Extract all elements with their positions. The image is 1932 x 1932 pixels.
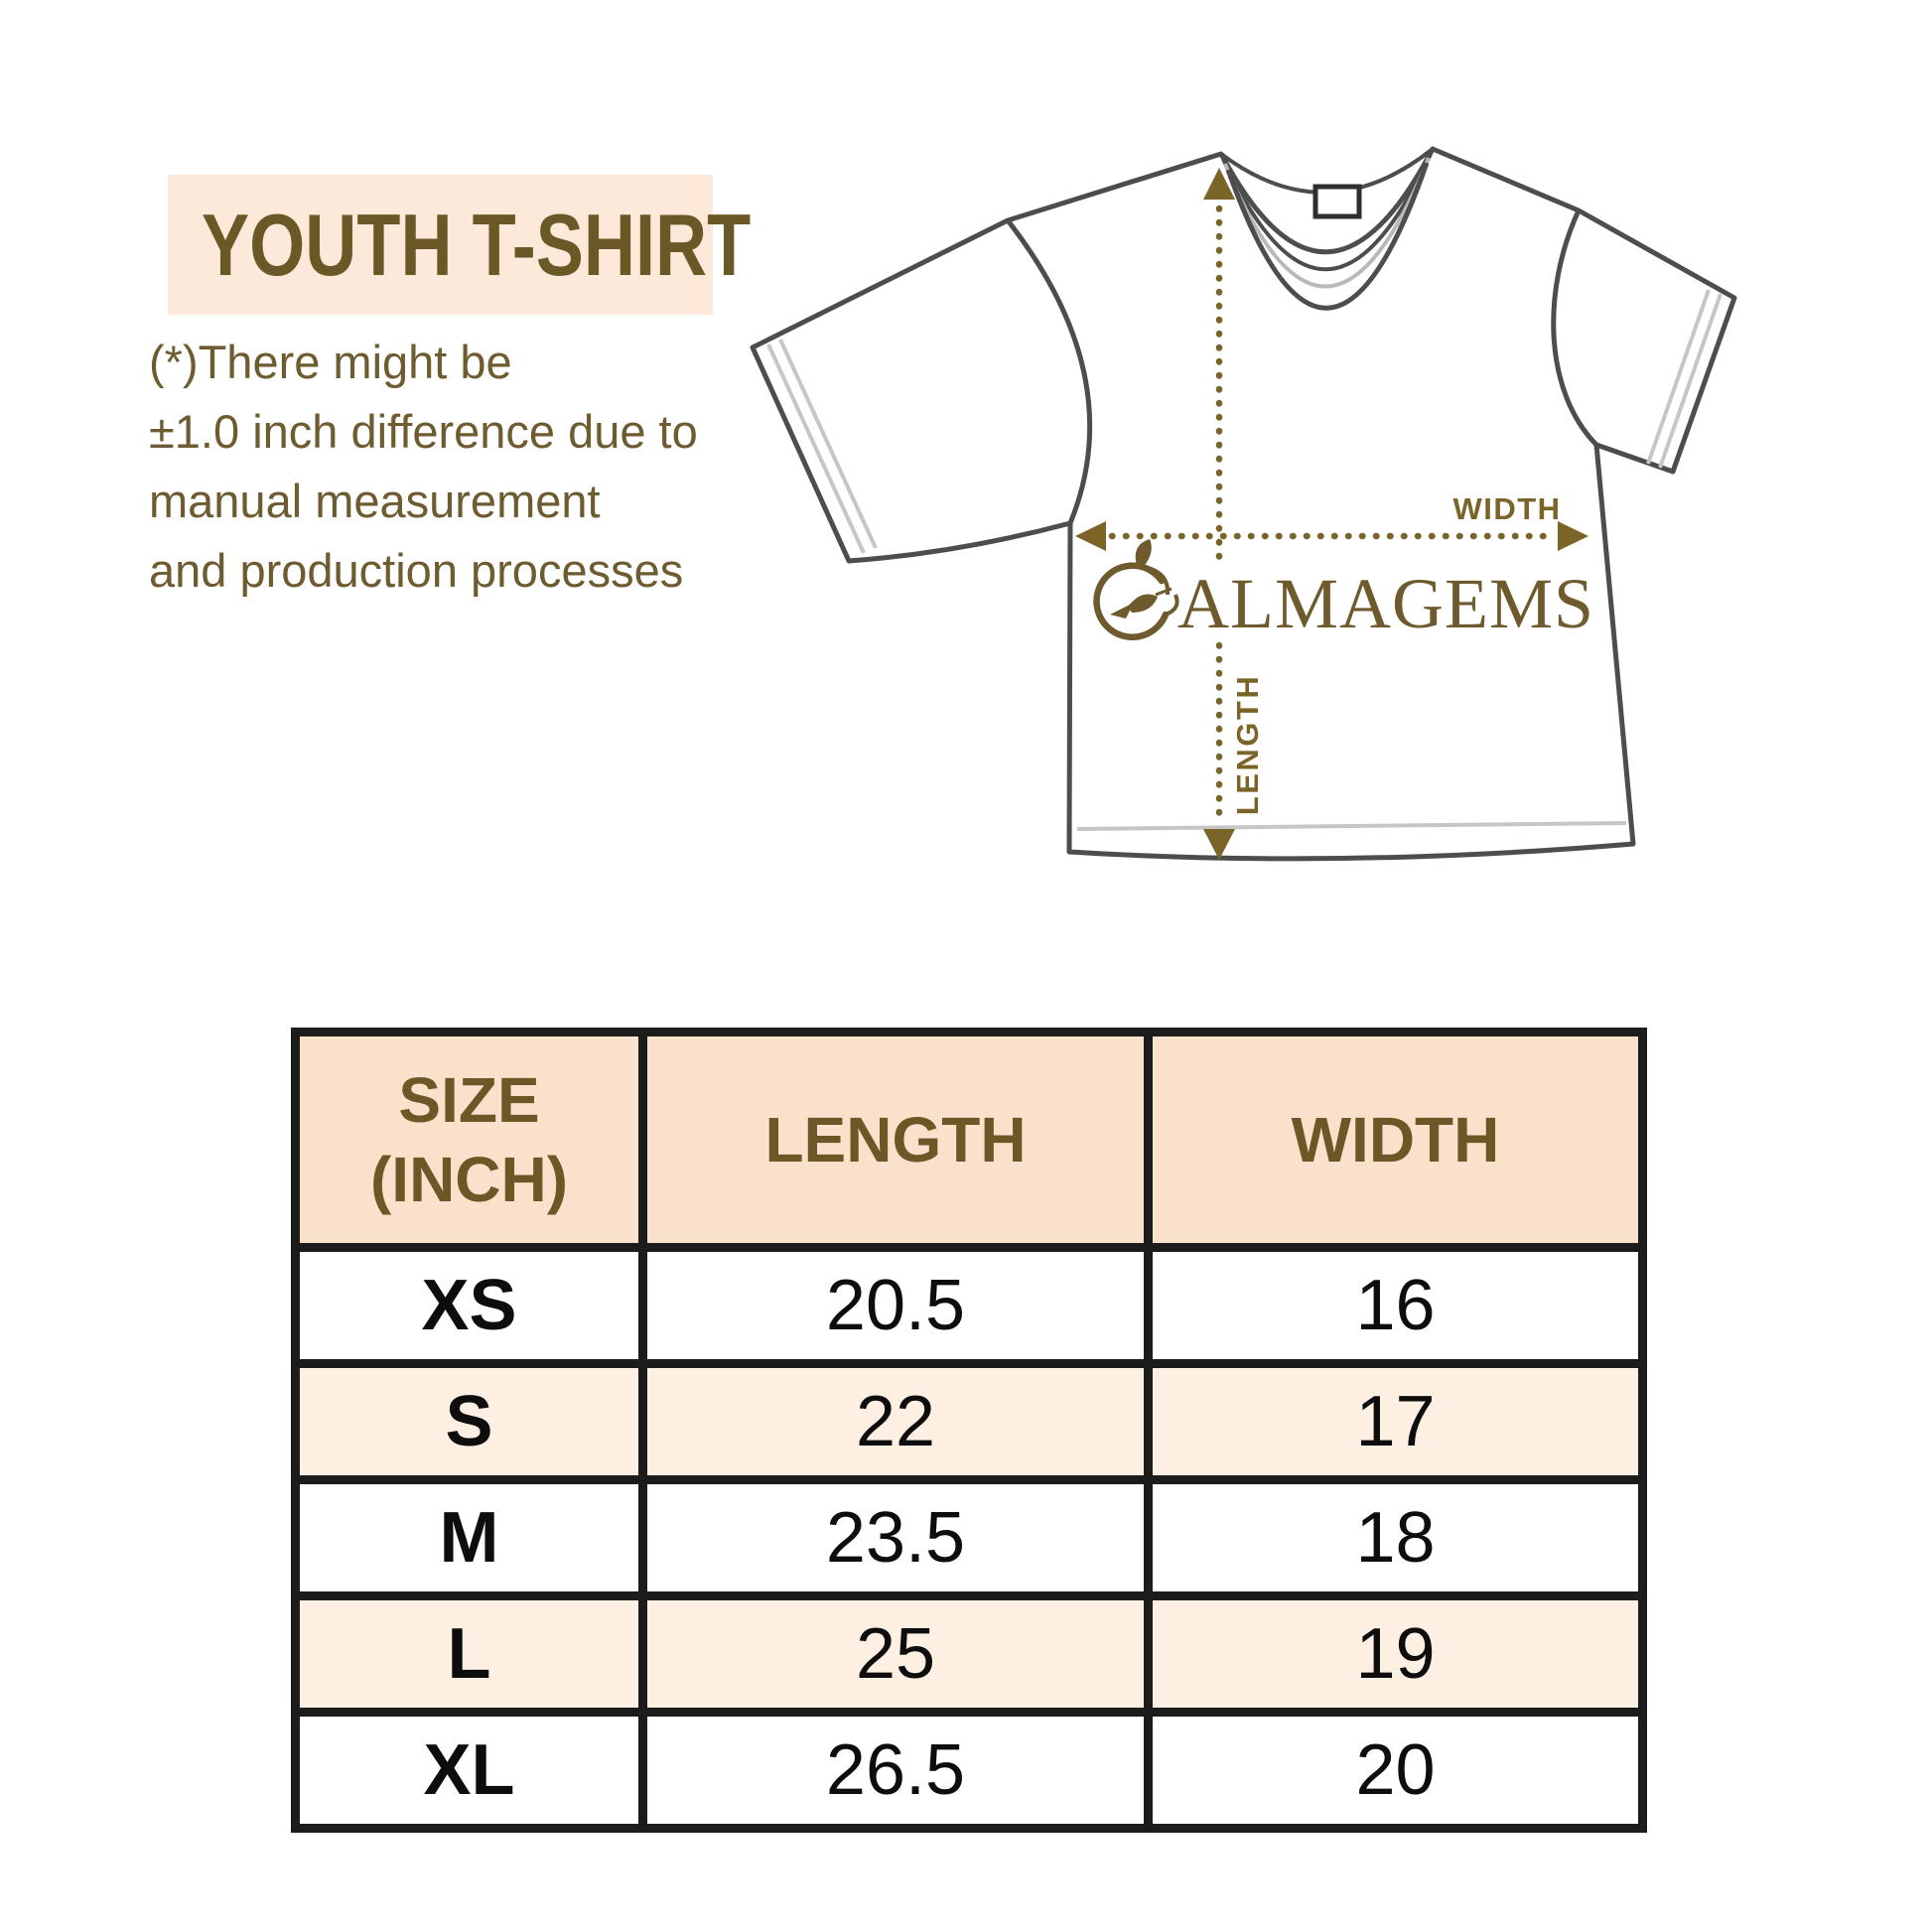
disclaimer-line: (*)There might be — [149, 336, 512, 388]
right-cuff-stitch — [1646, 289, 1723, 469]
length-cell: 22 — [638, 1359, 1153, 1484]
size-cell: XL — [291, 1708, 647, 1833]
tshirt-diagram: WIDTH LENGTH ALMAGEMS — [750, 146, 1737, 862]
width-cell: 16 — [1144, 1243, 1647, 1368]
length-cell: 23.5 — [638, 1475, 1153, 1600]
table-row: S 22 17 — [291, 1359, 1647, 1484]
table-header-width: WIDTH — [1144, 1028, 1647, 1252]
size-cell: M — [291, 1475, 647, 1600]
title-block: YOUTH T-SHIRT — [168, 175, 751, 315]
table-row: XL 26.5 20 — [291, 1708, 1647, 1833]
length-cell: 20.5 — [638, 1243, 1153, 1368]
collar — [1219, 147, 1435, 311]
length-arrow — [1203, 168, 1235, 860]
width-arrow — [1075, 521, 1588, 551]
table-header-row: SIZE (INCH) LENGTH WIDTH — [291, 1028, 1647, 1252]
disclaimer-line: and production processes — [149, 544, 684, 597]
length-cell: 26.5 — [638, 1708, 1153, 1833]
table-row: M 23.5 18 — [291, 1475, 1647, 1600]
width-cell: 19 — [1144, 1591, 1647, 1717]
length-label: LENGTH — [1230, 674, 1265, 815]
table-row: L 25 19 — [291, 1591, 1647, 1717]
brand-logo: ALMAGEMS — [1093, 539, 1594, 643]
disclaimer-text: (*)There might be ±1.0 inch difference d… — [149, 328, 804, 606]
size-chart-table: SIZE (INCH) LENGTH WIDTH XS 20.5 16 S 22… — [291, 1028, 1647, 1833]
neck-tag — [1312, 184, 1362, 219]
disclaimer-line: manual measurement — [149, 475, 601, 527]
size-cell: XS — [291, 1243, 647, 1368]
disclaimer-line: ±1.0 inch difference due to — [149, 405, 698, 458]
width-cell: 20 — [1144, 1708, 1647, 1833]
hem-stitch — [1076, 821, 1627, 831]
right-armhole-seam — [1551, 208, 1598, 447]
table-header-size: SIZE (INCH) — [291, 1028, 647, 1252]
width-cell: 18 — [1144, 1475, 1647, 1600]
table-row: XS 20.5 16 — [291, 1243, 1647, 1368]
page-title: YOUTH T-SHIRT — [202, 195, 752, 294]
width-cell: 17 — [1144, 1359, 1647, 1484]
size-cell: L — [291, 1591, 647, 1717]
size-cell: S — [291, 1359, 647, 1484]
length-cell: 25 — [638, 1591, 1153, 1717]
tshirt-outline — [750, 146, 1737, 862]
left-armhole-seam — [1006, 218, 1093, 524]
left-cuff-stitch — [766, 339, 878, 554]
brand-logo-mark — [1093, 539, 1179, 640]
width-label: WIDTH — [1452, 491, 1561, 526]
table-header-length: LENGTH — [638, 1028, 1153, 1252]
brand-name: ALMAGEMS — [1177, 564, 1594, 643]
